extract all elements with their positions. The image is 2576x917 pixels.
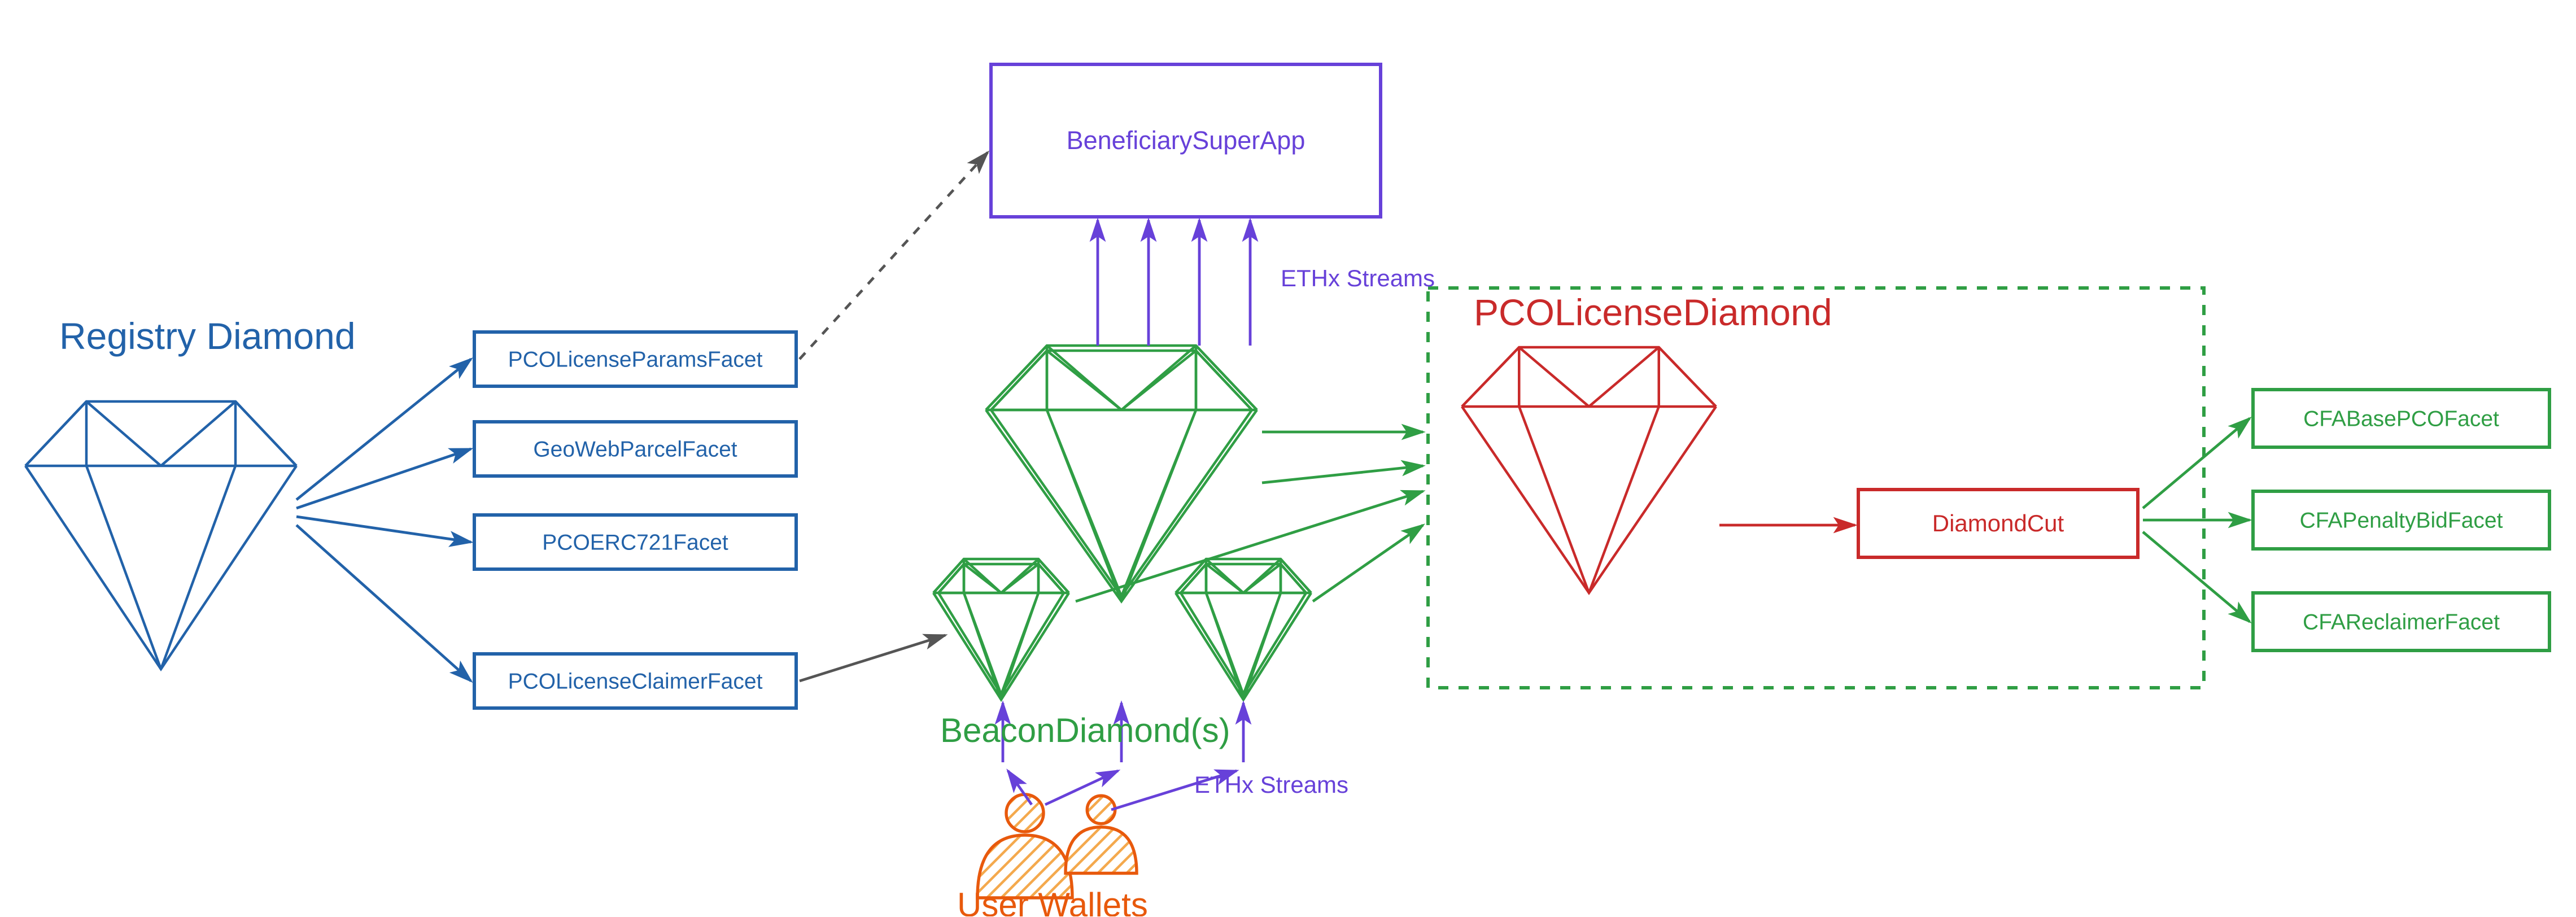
box-cfa1: CFABasePCOFacet	[2253, 390, 2549, 447]
box-facet2: GeoWebParcelFacet	[474, 422, 796, 476]
box-cfa1-label: CFABasePCOFacet	[2303, 407, 2499, 431]
arrow-17	[1262, 466, 1423, 483]
diamond-beacon_small1	[933, 559, 1069, 700]
box-facet4-label: PCOLicenseClaimerFacet	[508, 669, 763, 693]
box-facet3-label: PCOERC721Facet	[542, 530, 728, 554]
arrow-5	[800, 635, 945, 681]
box-facet4: PCOLicenseClaimerFacet	[474, 654, 796, 708]
box-facet1: PCOLicenseParamsFacet	[474, 332, 796, 386]
box-diamondcut-label: DiamondCut	[1932, 510, 2064, 536]
box-beneficiary-label: BeneficiarySuperApp	[1067, 126, 1306, 155]
box-beneficiary: BeneficiarySuperApp	[991, 64, 1381, 217]
box-facet3: PCOERC721Facet	[474, 515, 796, 569]
user-1	[977, 794, 1072, 898]
diamond-registry	[25, 401, 296, 669]
user-2	[1066, 796, 1137, 873]
title-ethx_lower: ETHx Streams	[1194, 771, 1348, 798]
arrow-3	[296, 525, 471, 681]
arrow-2	[296, 517, 471, 542]
box-cfa2: CFAPenaltyBidFacet	[2253, 491, 2549, 549]
box-facet1-label: PCOLicenseParamsFacet	[508, 347, 763, 372]
box-cfa3-label: CFAReclaimerFacet	[2303, 610, 2500, 634]
box-cfa2-label: CFAPenaltyBidFacet	[2300, 508, 2503, 532]
box-facet2-label: GeoWebParcelFacet	[533, 437, 737, 461]
title-wallets: User Wallets	[957, 886, 1148, 916]
title-registry: Registry Diamond	[59, 315, 356, 357]
title-ethx_upper: ETHx Streams	[1281, 265, 1435, 291]
arrow-4	[800, 152, 988, 359]
box-diamondcut: DiamondCut	[1858, 490, 2138, 557]
title-beacon: BeaconDiamond(s)	[940, 711, 1230, 749]
arrow-18	[1076, 491, 1423, 601]
title-pco: PCOLicenseDiamond	[1474, 291, 1832, 333]
arrow-19	[1313, 525, 1423, 601]
box-cfa3: CFAReclaimerFacet	[2253, 593, 2549, 650]
diamond-beacon_small2	[1176, 559, 1311, 700]
